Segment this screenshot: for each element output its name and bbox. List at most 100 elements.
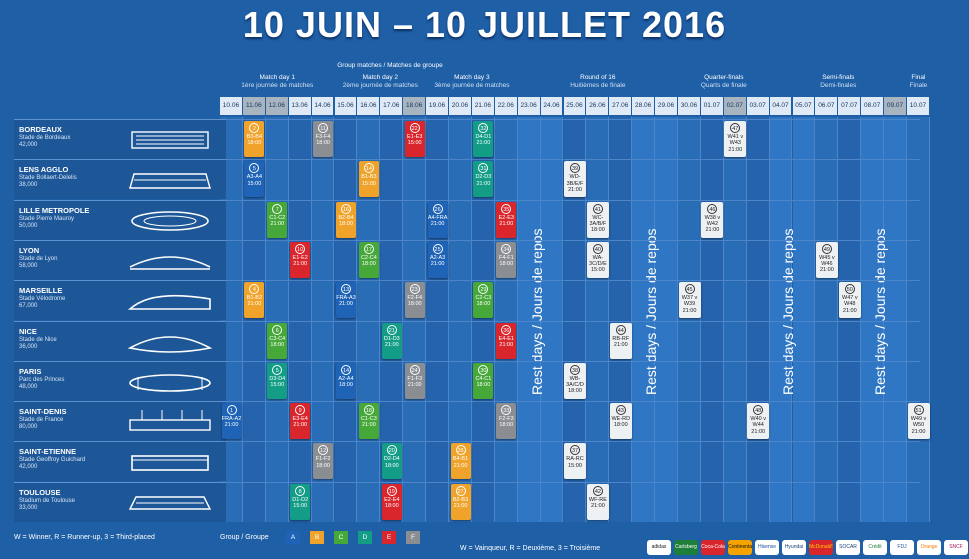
match-tile[interactable]: 23 F2-F4 18:00: [404, 282, 425, 319]
match-tile[interactable]: 24 F1-F3 21:00: [404, 362, 425, 399]
day-column: [655, 117, 678, 522]
match-teams: D2-D4: [383, 456, 400, 463]
match-tile[interactable]: 8 D1-D2 15:00: [290, 483, 311, 520]
match-teams: B2-B3: [452, 496, 469, 503]
match-teams: W41 v W43: [727, 134, 744, 147]
match-tile[interactable]: 42 WF-RE 21:00: [586, 483, 609, 520]
match-tile[interactable]: 40 WA-3C/D/E 15:00: [586, 241, 609, 278]
date-header: 15.06: [334, 97, 358, 115]
match-tile[interactable]: 5 D3-D4 15:00: [267, 362, 288, 399]
match-number: 17: [363, 243, 374, 254]
match-tile[interactable]: 32 D4-D1 21:00: [473, 121, 494, 157]
match-teams: F1-F2: [315, 456, 331, 463]
match-number: 47: [730, 123, 741, 133]
match-teams: WF-RE: [588, 496, 607, 503]
match-tile[interactable]: 4 B1-B2 21:00: [244, 282, 265, 319]
match-number: 23: [409, 284, 420, 295]
match-tile[interactable]: 37 RA-RC 15:00: [564, 443, 586, 480]
match-time: 21:00: [293, 261, 308, 268]
match-teams: WD-3B/E/F: [566, 174, 584, 187]
phase-label: Match day 2: [362, 74, 398, 81]
rest-days-label: Rest days / Jours de repos: [528, 228, 545, 395]
match-time: 21:00: [476, 140, 491, 147]
match-tile[interactable]: 9 E3-E4 21:00: [290, 403, 311, 440]
venue-stadium: Stade de Nice 36,000: [19, 337, 57, 351]
match-tile[interactable]: 21 D1-D3 21:00: [381, 322, 402, 359]
match-number: 38: [570, 364, 580, 375]
match-tile[interactable]: 10 E1-E2 21:00: [290, 241, 311, 278]
match-teams: WC-3A/B/F: [589, 214, 607, 227]
row-divider: [14, 159, 920, 161]
match-tile[interactable]: 36 E4-E1 21:00: [496, 322, 517, 359]
match-tile[interactable]: 31 D2-D3 21:00: [473, 161, 494, 198]
match-number: 33: [501, 405, 512, 416]
match-tile[interactable]: 47 W41 v W43 21:00: [724, 121, 747, 157]
phase-label: Match day 3: [454, 74, 490, 81]
match-tile[interactable]: 39 WD-3B/E/F 21:00: [564, 161, 586, 198]
match-tile[interactable]: 41 WC-3A/B/F 18:00: [586, 201, 609, 238]
match-number: 10: [295, 243, 306, 254]
match-tile[interactable]: 38 WB-3A/C/D 18:00: [564, 362, 586, 399]
match-tile[interactable]: 2 B3-B4 18:00: [244, 121, 265, 157]
match-tile[interactable]: 51 W49 v W50 21:00: [907, 403, 930, 440]
match-tile[interactable]: 48 W40 v W44 21:00: [747, 403, 770, 440]
venue-stadium: Stade de Bordeaux 42,000: [19, 135, 70, 149]
match-tile[interactable]: 34 F4-F1 18:00: [496, 241, 517, 278]
day-column: [769, 117, 793, 522]
match-tile[interactable]: 20 D2-D4 18:00: [381, 443, 402, 480]
match-tile[interactable]: 46 W38 v W42 21:00: [701, 201, 724, 238]
stadium-capacity: 36,000: [19, 343, 38, 350]
stadium-name: Stade Geoffroy Guichard: [19, 457, 86, 464]
venue-row-paris: PARIS Parc des Princes 48,000: [14, 360, 226, 401]
match-tile[interactable]: 7 C1-C2 21:00: [267, 201, 288, 238]
match-teams: F3-F4: [315, 134, 331, 140]
match-tile[interactable]: 16 B2-B4 18:00: [336, 201, 356, 238]
match-tile[interactable]: 28 B4-B1 21:00: [450, 443, 471, 480]
match-tile[interactable]: 44 RB-RF 21:00: [609, 322, 632, 359]
date-header: 09.07: [884, 97, 907, 115]
match-tile[interactable]: 45 W37 v W39 21:00: [678, 282, 701, 319]
match-tile[interactable]: 49 W45 v W46 21:00: [815, 241, 838, 278]
match-tile[interactable]: 19 E2-E4 18:00: [381, 483, 402, 520]
phase-sublabel: Quarts de finale: [700, 82, 747, 89]
match-tile[interactable]: 5 A3-A4 15:00: [244, 161, 265, 198]
day-column: [311, 117, 335, 522]
rest-days-label: Rest days / Jours de repos: [780, 228, 797, 395]
match-tile[interactable]: 33 F2-F3 18:00: [496, 403, 517, 440]
match-number: 22: [409, 123, 420, 133]
match-tile[interactable]: 14 B1-B3 15:00: [358, 161, 379, 198]
phase-header: Final Finale: [907, 74, 930, 90]
sponsor-logo: adidas: [647, 540, 671, 555]
venue-stadium: Stade de Lyon 58,000: [19, 256, 57, 270]
match-tile[interactable]: 11 F3-F4 18:00: [313, 121, 334, 157]
match-tile[interactable]: 27 B2-B3 21:00: [450, 483, 471, 520]
venue-name: SAINT-DENIS: [19, 407, 67, 417]
match-tile[interactable]: 22 E1-E3 15:00: [404, 121, 425, 157]
match-teams: E2-E3: [498, 214, 514, 221]
match-teams: FRA-A2: [221, 416, 242, 423]
match-tile[interactable]: 30 C4-C1 18:00: [473, 362, 494, 399]
match-tile[interactable]: 35 E2-E3 21:00: [496, 201, 517, 238]
match-teams: WB-3A/C/D: [566, 375, 584, 389]
match-tile[interactable]: 1 FRA-A2 21:00: [221, 403, 242, 440]
match-tile[interactable]: 6 C3-C4 18:00: [267, 322, 288, 359]
match-tile[interactable]: 25 A2-A3 21:00: [427, 241, 448, 278]
stadium-icon: [131, 210, 209, 231]
day-column: [861, 117, 885, 522]
match-time: 18:00: [476, 382, 491, 389]
match-time: 15:00: [591, 267, 605, 274]
venue-row-toulouse: TOULOUSE Stadium de Toulouse 33,000: [14, 481, 226, 522]
stadium-name: Stade Pierre Mauroy: [19, 215, 75, 222]
match-tile[interactable]: 29 C2-C3 18:00: [473, 282, 494, 319]
match-tile[interactable]: 14 A2-A4 18:00: [336, 362, 356, 399]
row-divider: [14, 119, 920, 120]
match-tile[interactable]: 18 C1-C3 21:00: [358, 403, 379, 440]
match-tile[interactable]: 26 A4-FRA 21:00: [427, 201, 448, 238]
date-header: 26.06: [586, 97, 610, 115]
match-tile[interactable]: 17 C2-C4 18:00: [358, 241, 379, 278]
match-time: 21:00: [453, 502, 468, 509]
match-tile[interactable]: 50 W47 v W48 21:00: [838, 282, 861, 319]
match-tile[interactable]: 43 WE-RD 18:00: [609, 403, 632, 440]
match-tile[interactable]: 12 F1-F2 18:00: [313, 443, 334, 480]
match-tile[interactable]: 13 FRA-A3 21:00: [336, 282, 356, 319]
